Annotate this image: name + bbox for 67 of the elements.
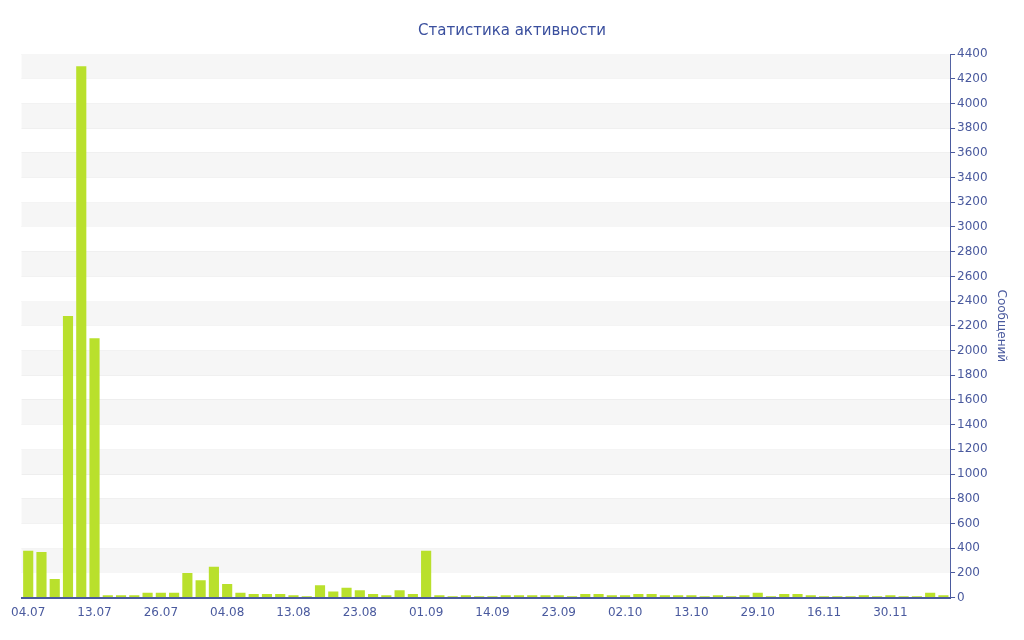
y-tick-label: 1200 xyxy=(957,441,988,456)
bar xyxy=(341,587,352,598)
x-tick-label: 04.07 xyxy=(11,604,46,619)
y-tick-label: 4200 xyxy=(957,70,988,85)
bar xyxy=(261,593,273,598)
y-tick-label: 1800 xyxy=(957,367,988,382)
bar xyxy=(646,593,657,598)
y-axis-title: Сообщений xyxy=(994,289,1009,363)
y-tick-label: 2400 xyxy=(957,293,988,308)
x-tick-label: 01.09 xyxy=(408,604,444,619)
x-tick-label: 04.08 xyxy=(209,604,245,619)
x-tick-label: 30.11 xyxy=(873,604,908,619)
x-tick-label: 14.09 xyxy=(475,604,510,619)
bar xyxy=(314,585,326,598)
y-tick-label: 2600 xyxy=(957,268,988,283)
y-tick-label: 2200 xyxy=(957,317,988,332)
y-tick-label: 4400 xyxy=(957,46,988,61)
chart-title: Статистика активности xyxy=(418,20,606,39)
x-tick-label: 13.07 xyxy=(77,604,112,619)
bar xyxy=(580,593,591,598)
y-tick-label: 3400 xyxy=(957,169,988,184)
bar xyxy=(779,593,790,598)
y-tick-label: 400 xyxy=(957,540,980,555)
y-tick-label: 1400 xyxy=(957,416,988,431)
x-tick-label: 29.10 xyxy=(740,604,775,619)
y-tick-label: 3000 xyxy=(957,219,988,234)
y-tick-label: 1600 xyxy=(957,392,988,407)
y-tick-label: 3800 xyxy=(957,120,988,135)
bar xyxy=(354,590,365,598)
bar xyxy=(222,584,233,598)
y-tick-label: 800 xyxy=(957,490,980,505)
bar xyxy=(328,591,339,598)
bar xyxy=(593,593,604,598)
bar xyxy=(407,593,418,598)
bar xyxy=(248,593,259,598)
bar xyxy=(89,338,100,598)
x-tick-label: 13.10 xyxy=(674,604,709,619)
y-tick-label: 2000 xyxy=(957,342,988,357)
y-tick-label: 1000 xyxy=(957,466,988,481)
x-tick-label: 23.08 xyxy=(342,604,377,619)
bar xyxy=(182,572,193,598)
bar xyxy=(195,580,206,598)
y-tick-label: 200 xyxy=(957,565,980,580)
y-tick-label: 600 xyxy=(957,515,980,530)
y-tick-label: 4000 xyxy=(957,95,988,110)
bar xyxy=(394,590,405,598)
bar xyxy=(49,579,60,598)
bar xyxy=(208,566,219,598)
bar xyxy=(368,593,379,598)
bar xyxy=(633,593,644,598)
x-tick-label: 23.09 xyxy=(541,604,576,619)
bar xyxy=(76,66,87,598)
bar xyxy=(36,551,47,598)
bar xyxy=(792,593,803,598)
y-tick-label: 0 xyxy=(957,589,965,604)
x-tick-label: 16.11 xyxy=(806,604,842,619)
bar xyxy=(235,592,246,598)
bar xyxy=(421,550,432,598)
y-tick-label: 2800 xyxy=(957,243,988,258)
bar xyxy=(62,315,74,598)
bar xyxy=(275,593,286,598)
y-tick-label: 3600 xyxy=(957,144,988,159)
x-tick-label: 13.08 xyxy=(276,604,311,619)
x-tick-label: 26.07 xyxy=(143,604,179,619)
bar xyxy=(23,550,34,598)
x-tick-label: 02.10 xyxy=(607,604,643,619)
y-tick-label: 3200 xyxy=(957,194,988,209)
